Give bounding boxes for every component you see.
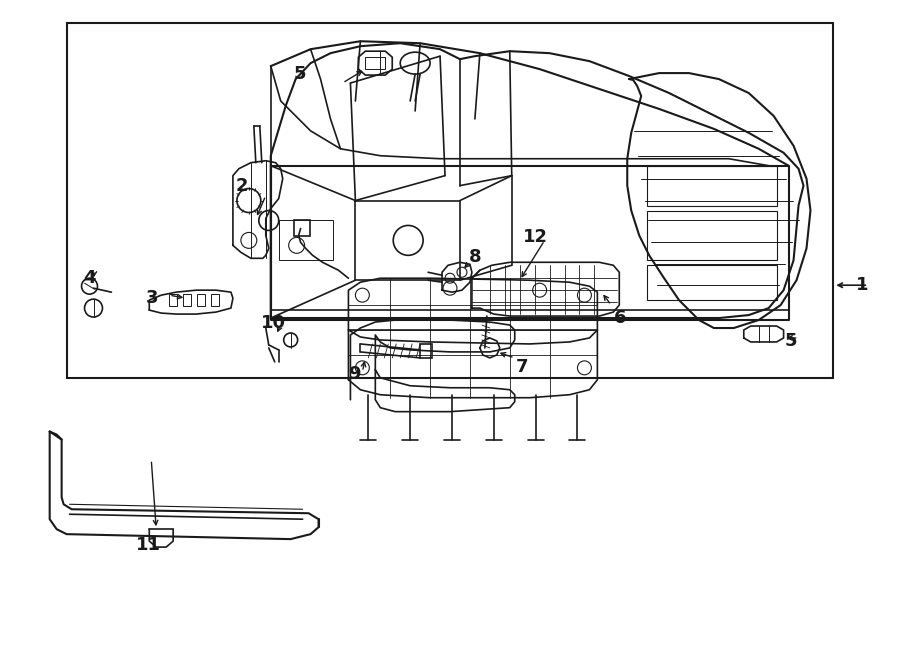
Bar — [420, 344, 432, 358]
Bar — [67, 23, 833, 378]
Text: 1: 1 — [856, 276, 868, 294]
Text: 3: 3 — [146, 289, 158, 307]
Bar — [365, 57, 385, 69]
Bar — [197, 294, 205, 306]
Text: 6: 6 — [614, 308, 626, 327]
Bar — [647, 211, 777, 260]
Bar — [183, 294, 191, 306]
Bar — [211, 294, 219, 306]
Text: 2: 2 — [236, 177, 248, 195]
Bar — [647, 166, 777, 205]
Text: 7: 7 — [516, 358, 528, 376]
Text: 12: 12 — [523, 228, 547, 246]
Bar — [647, 265, 777, 300]
Text: 4: 4 — [84, 269, 96, 287]
Text: 8: 8 — [469, 248, 482, 266]
Bar — [279, 220, 334, 260]
Text: 11: 11 — [136, 536, 160, 554]
Text: 10: 10 — [261, 314, 286, 332]
Bar — [293, 220, 310, 236]
Text: 5: 5 — [294, 65, 307, 83]
Bar — [169, 294, 177, 306]
Text: 5: 5 — [784, 332, 796, 350]
Text: 9: 9 — [348, 365, 360, 383]
